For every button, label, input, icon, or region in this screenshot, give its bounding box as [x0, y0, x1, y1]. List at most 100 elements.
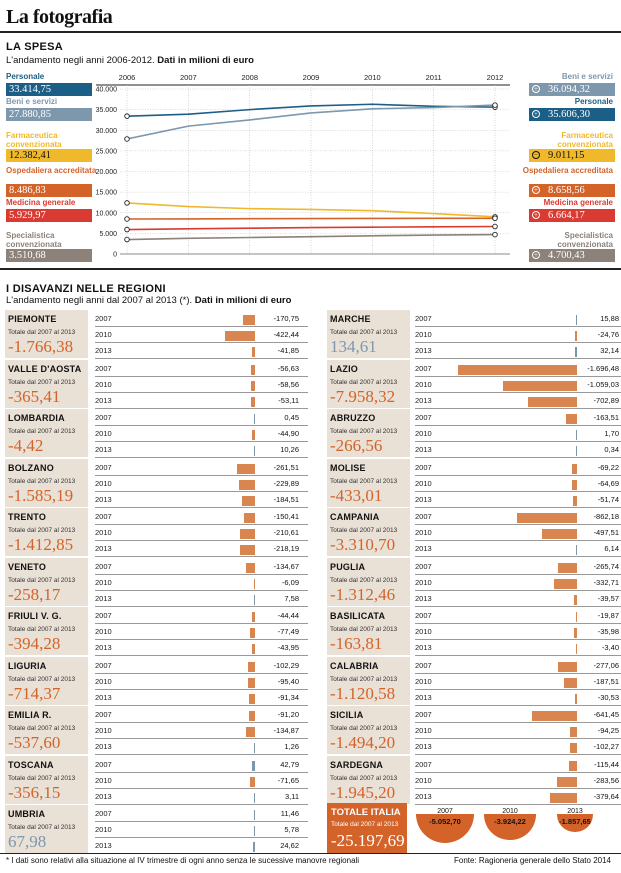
bar-2013	[550, 792, 577, 803]
year-label: 2013	[95, 692, 112, 702]
bar-2013	[252, 347, 255, 357]
row-divider	[415, 605, 621, 607]
totale-italia-card: TOTALE ITALIA Totale dal 2007 al 2013 -2…	[327, 803, 407, 853]
bar-2013	[575, 545, 577, 555]
year-label: 2013	[95, 841, 112, 850]
row-divider	[415, 391, 621, 393]
bar-2013	[253, 792, 255, 803]
y-tick-label: 20.000	[96, 169, 118, 176]
year-label: 2007	[415, 561, 432, 571]
region-total-value: -258,17	[8, 584, 61, 604]
region-total-value: -1.312,46	[330, 584, 396, 604]
region-card: LOMBARDIA Totale dal 2007 al 2013 -4,42	[5, 409, 88, 457]
series-point	[492, 223, 498, 230]
region-card: MARCHE Totale dal 2007 al 2013 134,61	[327, 310, 410, 358]
row-divider	[415, 490, 621, 492]
row-divider	[95, 803, 308, 805]
bar-2007	[248, 711, 255, 721]
totale-italia-name: TOTALE ITALIA	[331, 807, 401, 818]
legend-value: 5.929,97	[6, 209, 92, 222]
bar-2010	[251, 430, 255, 440]
region-card: PUGLIA Totale dal 2007 al 2013 -1.312,46	[327, 557, 410, 606]
legend-label: Personale	[6, 72, 45, 81]
legend-value: +35.606,30	[529, 108, 615, 121]
region-card: TRENTO Totale dal 2007 al 2013 -1.412,85	[5, 508, 88, 556]
bar-2007	[557, 661, 577, 672]
region-total-value: -714,37	[8, 683, 61, 703]
region-total-label: Totale dal 2007 al 2013	[330, 675, 398, 683]
legend-value: −9.011,15	[529, 149, 615, 162]
row-divider	[415, 722, 621, 723]
region-card: MOLISE Totale dal 2007 al 2013 -433,01	[327, 458, 410, 507]
total-year-semicircle	[557, 814, 593, 832]
total-year-value: -5.052,70	[429, 817, 461, 826]
region-total-label: Totale dal 2007 al 2013	[330, 477, 398, 485]
row-divider	[95, 573, 308, 575]
value-label: 1,70	[604, 429, 619, 438]
value-label: -1.696,48	[587, 363, 619, 373]
region-total-label: Totale dal 2007 al 2013	[330, 576, 398, 584]
total-year-value: -3.924,22	[494, 817, 526, 826]
legend-label: Specialistica convenzionata	[6, 231, 62, 249]
region-name: MOLISE	[330, 462, 366, 473]
row-divider	[95, 407, 308, 409]
row-divider	[95, 342, 308, 343]
section-divider	[0, 268, 621, 270]
value-label: -71,65	[277, 775, 299, 785]
row-divider	[95, 425, 308, 426]
bar-2013	[574, 693, 577, 704]
row-divider	[415, 457, 621, 458]
legend-label: Beni e servizi	[561, 72, 613, 81]
x-tick-label: 2009	[303, 73, 320, 82]
year-label: 2007	[415, 660, 432, 670]
bar-2010	[575, 430, 577, 440]
spesa-line-chart: 40.000 35.000 30.000 25.000 20.000 15.000 10.0…	[96, 73, 510, 259]
value-label: -64,69	[597, 478, 619, 488]
bar-2010	[575, 331, 577, 341]
y-tick-label: 10.000	[96, 210, 118, 217]
row-divider	[415, 704, 621, 706]
spesa-title: LA SPESA	[6, 41, 64, 53]
row-divider	[95, 605, 308, 607]
region-total-label: Totale dal 2007 al 2013	[8, 329, 76, 336]
legend-value: +4.700,43	[529, 249, 615, 262]
row-divider	[95, 639, 308, 640]
legend-value: 27.880,85	[6, 108, 92, 121]
row-divider	[415, 524, 621, 525]
bar-2007	[247, 661, 255, 672]
region-total-value: 67,98	[8, 832, 47, 851]
series-point	[492, 102, 498, 108]
bar-2010	[253, 826, 255, 836]
row-divider	[95, 655, 308, 656]
region-total-label: Totale dal 2007 al 2013	[330, 774, 398, 782]
bar-2007	[236, 463, 255, 474]
trend-icon: +	[532, 251, 540, 259]
legend-label: Medicina generale	[543, 198, 613, 207]
value-label: -58,56	[277, 379, 299, 389]
year-label: 2010	[95, 379, 112, 389]
bar-2010	[542, 529, 577, 539]
region-total-label: Totale dal 2007 al 2013	[330, 428, 398, 435]
year-label: 2007	[415, 413, 432, 422]
legend-value: +36.094,32	[529, 83, 615, 96]
year-label: 2010	[95, 429, 112, 438]
legend-value: 33.414,75	[6, 83, 92, 96]
value-label: -134,87	[273, 726, 299, 735]
year-label: 2010	[95, 676, 112, 686]
year-label: 2013	[95, 643, 112, 652]
row-divider	[95, 358, 308, 359]
row-divider	[95, 623, 308, 624]
value-label: -94,25	[597, 726, 619, 735]
year-label: 2007	[415, 462, 432, 472]
trend-icon: +	[532, 211, 540, 219]
row-divider	[415, 326, 621, 327]
region-total-value: -433,01	[330, 485, 383, 505]
region-total-value: -4,42	[8, 436, 44, 455]
region-total-label: Totale dal 2007 al 2013	[8, 576, 76, 584]
row-divider	[95, 556, 308, 557]
region-total-label: Totale dal 2007 al 2013	[8, 527, 76, 534]
row-divider	[95, 506, 308, 508]
region-name: LOMBARDIA	[8, 413, 65, 423]
bar-2013	[248, 693, 255, 704]
bar-2013	[251, 644, 255, 654]
